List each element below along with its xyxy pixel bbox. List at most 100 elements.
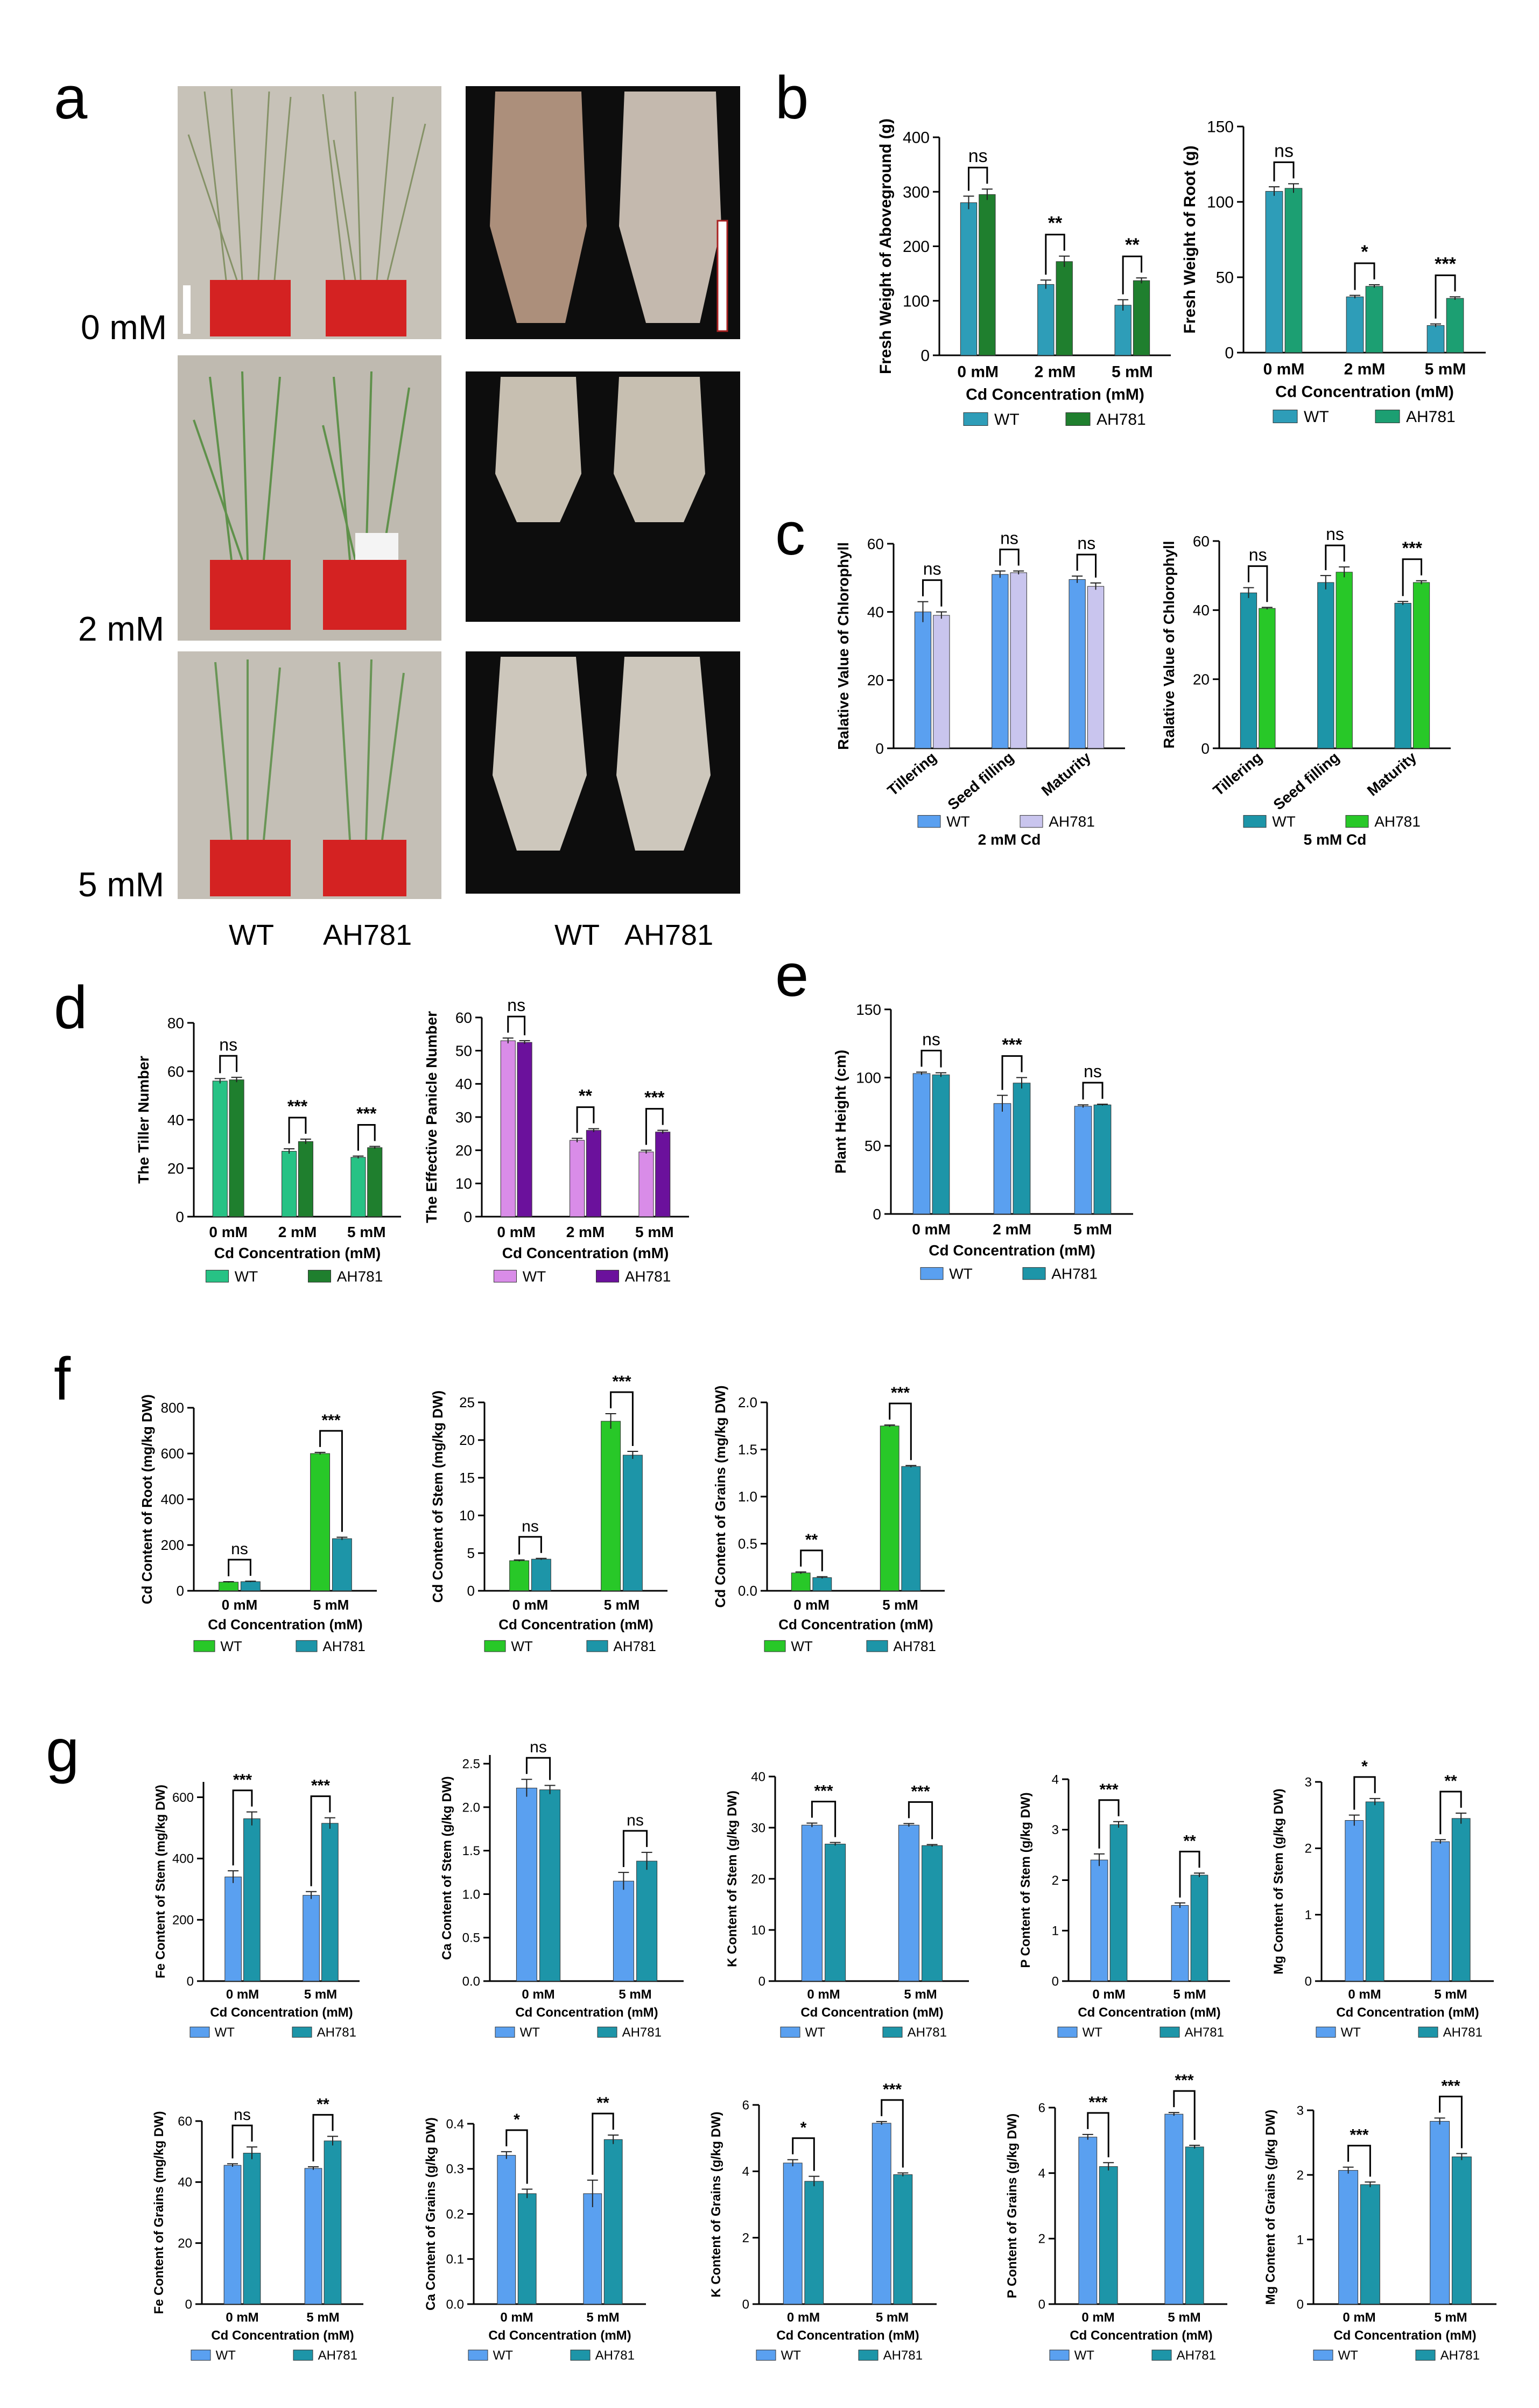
y-tick-label: 0.0 (462, 1974, 480, 1989)
y-tick-label: 40 (167, 1112, 184, 1128)
y-axis-title: Ca Content of Grains (g/kg DW) (424, 2117, 438, 2311)
x-tick-label: 0 mM (957, 363, 999, 381)
significance-bracket (922, 579, 943, 607)
legend-swatch-ah781 (1065, 412, 1091, 426)
legend-label-wt: WT (215, 2025, 235, 2040)
y-tick-label: 1 (1297, 2233, 1304, 2247)
bar-wt-0 (1345, 1820, 1364, 1982)
chart-g5: 0 1 2 3 Mg Content of Stem (g/kg DW) * 0 mM ** 5… (1271, 1758, 1494, 2040)
significance-label: ns (1077, 533, 1095, 553)
bar-wt-0 (223, 2165, 242, 2305)
y-tick-label: 0 (1225, 345, 1234, 362)
bar-ah781-0 (1284, 188, 1303, 353)
x-axis-title: Cd Concentration (mM) (214, 1245, 381, 1261)
bar-wt-1 (570, 1140, 585, 1217)
y-tick-label: 0 (920, 347, 930, 365)
bar-wt-2 (1394, 603, 1411, 749)
significance-bracket (645, 1108, 664, 1145)
significance-bracket (310, 1795, 331, 1886)
y-tick-label: 0 (1052, 1974, 1059, 1989)
significance-bracket (518, 1536, 542, 1555)
x-tick-label: 0 mM (500, 2310, 533, 2325)
x-tick-label: 2 mM (278, 1224, 317, 1240)
y-tick-label: 10 (751, 1923, 765, 1937)
legend-label-ah781: AH781 (318, 2348, 357, 2363)
legend-swatch-wt (206, 1269, 229, 1283)
legend-swatch-ah781 (858, 2349, 879, 2361)
legend-label-ah781: AH781 (1443, 2025, 1482, 2040)
bar-ah781-1 (1056, 261, 1073, 356)
panel-label-f: f (54, 1345, 71, 1413)
y-axis-title: Plant Height (cm) (832, 1050, 849, 1174)
legend-swatch-wt (193, 1640, 215, 1652)
chart-c2: 0 20 40 60 Ralative Value of Chlorophyll ns Ti… (1161, 524, 1451, 848)
bar-wt-1 (1037, 284, 1055, 356)
legend-label-wt: WT (520, 2025, 540, 2040)
significance-label: ns (231, 1540, 248, 1558)
y-tick-label: 200 (172, 1913, 194, 1928)
bar-ah781-1 (1013, 1083, 1031, 1214)
y-tick-label: 20 (867, 672, 884, 689)
bar-ah781-1 (324, 2140, 342, 2305)
y-axis-title: K Content of Stem (g/kg DW) (725, 1791, 740, 1967)
y-axis-title: Fresh Weight of Aboveground (g) (877, 118, 895, 374)
bar-ah781-0 (531, 1558, 551, 1591)
significance-bracket (1353, 1776, 1376, 1810)
legend-label-wt: WT (493, 2348, 514, 2363)
y-tick-label: 40 (455, 1076, 472, 1092)
chart-f1: 0 200 400 600 800 Cd Content of Root (mg/kg D… (139, 1394, 377, 1654)
significance-bracket (576, 1106, 595, 1133)
significance-bracket (228, 1558, 251, 1576)
legend-swatch-ah781 (292, 2026, 312, 2038)
y-tick-label: 0 (1201, 740, 1210, 757)
significance-bracket (592, 2112, 614, 2175)
y-axis-title: K Content of Grains (g/kg DW) (709, 2111, 723, 2297)
bar-wt-0 (1078, 2137, 1098, 2305)
bar-ah781-0 (812, 1577, 832, 1591)
legend-label-wt: WT (946, 813, 970, 830)
legend-label-ah781: AH781 (1406, 408, 1456, 426)
y-tick-label: 3 (1052, 1823, 1059, 1837)
legend-swatch-ah781 (1022, 1267, 1046, 1280)
bar-ah781-0 (932, 1075, 950, 1214)
significance-label: *** (1099, 1781, 1118, 1799)
significance-label: *** (1441, 2077, 1460, 2095)
y-tick-label: 20 (455, 1142, 472, 1159)
x-tick-label: 5 mM (635, 1224, 674, 1240)
x-tick-label: 0 mM (1343, 2310, 1375, 2325)
y-tick-label: 80 (167, 1015, 184, 1031)
treatment-label-5mM: 5 mM (78, 865, 164, 904)
bar-wt-0 (224, 1876, 242, 1982)
legend-label-ah781: AH781 (883, 2348, 923, 2363)
bar-ah781-0 (1259, 608, 1276, 749)
y-tick-label: 400 (172, 1852, 194, 1866)
legend-swatch-ah781 (293, 2349, 313, 2361)
y-tick-label: 0 (1305, 1974, 1312, 1989)
y-tick-label: 100 (856, 1069, 881, 1086)
root-genotype-ah781: AH781 (624, 919, 713, 951)
y-tick-label: 4 (742, 2165, 749, 2179)
legend-label-wt: WT (805, 2025, 826, 2040)
significance-bracket (505, 2129, 528, 2184)
x-tick-label: 0 mM (787, 2310, 820, 2325)
significance-label: *** (911, 1782, 930, 1800)
significance-bracket (610, 1391, 634, 1446)
bar-ah781-1 (1190, 1875, 1208, 1982)
significance-bracket (1045, 234, 1065, 275)
bar-wt-2 (1069, 579, 1086, 749)
significance-bracket (219, 1055, 238, 1073)
chart-g2: 0.0 0.5 1.0 1.5 2.0 2.5 Ca Content of Stem (g/… (440, 1738, 684, 2040)
legend-label-wt: WT (949, 1265, 973, 1282)
x-tick-label: 2 mM (1035, 363, 1076, 381)
x-tick-label: 0 mM (512, 1597, 548, 1613)
panel-label-e: e (775, 942, 809, 1009)
y-tick-label: 40 (178, 2175, 192, 2190)
significance-bracket (1347, 2145, 1371, 2177)
bar-wt-1 (898, 1824, 919, 1982)
x-axis-title: Cd Concentration (mM) (966, 386, 1144, 404)
y-tick-label: 20 (751, 1872, 765, 1886)
bar-wt-1 (583, 2193, 602, 2305)
y-tick-label: 400 (903, 129, 930, 147)
x-tick-label: 5 mM (586, 2310, 619, 2325)
significance-bracket (1076, 553, 1097, 578)
